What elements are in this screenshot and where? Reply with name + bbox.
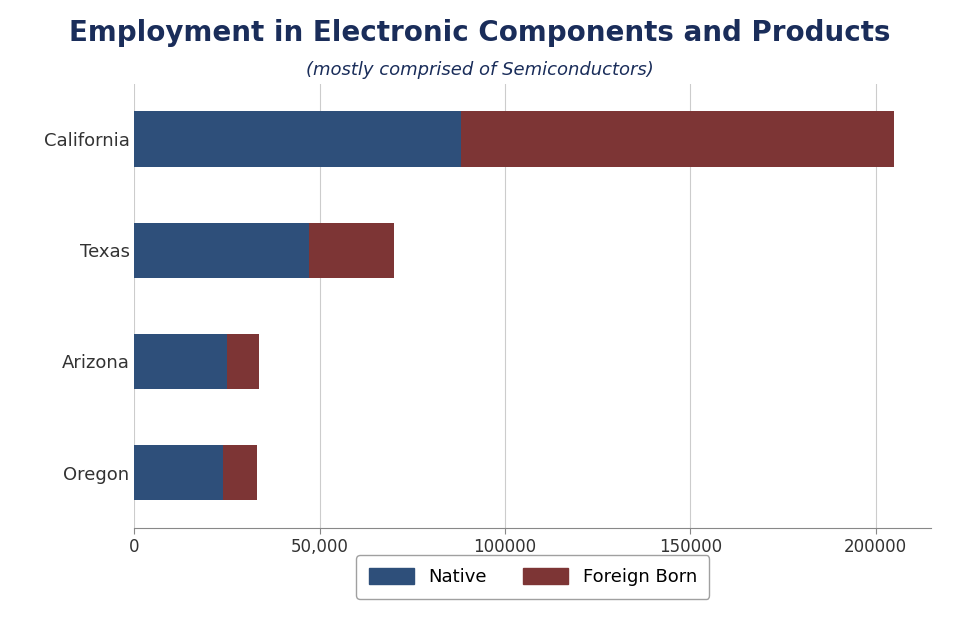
Bar	[224, 445, 256, 500]
Bar	[134, 111, 461, 167]
Bar	[134, 334, 228, 389]
Bar	[461, 111, 894, 167]
Bar	[228, 334, 258, 389]
Bar	[308, 223, 394, 278]
Legend: Native, Foreign Born: Native, Foreign Born	[356, 556, 709, 599]
Text: Employment in Electronic Components and Products: Employment in Electronic Components and …	[69, 19, 891, 47]
Bar	[134, 445, 224, 500]
Text: (mostly comprised of Semiconductors): (mostly comprised of Semiconductors)	[306, 61, 654, 79]
Bar	[134, 223, 308, 278]
